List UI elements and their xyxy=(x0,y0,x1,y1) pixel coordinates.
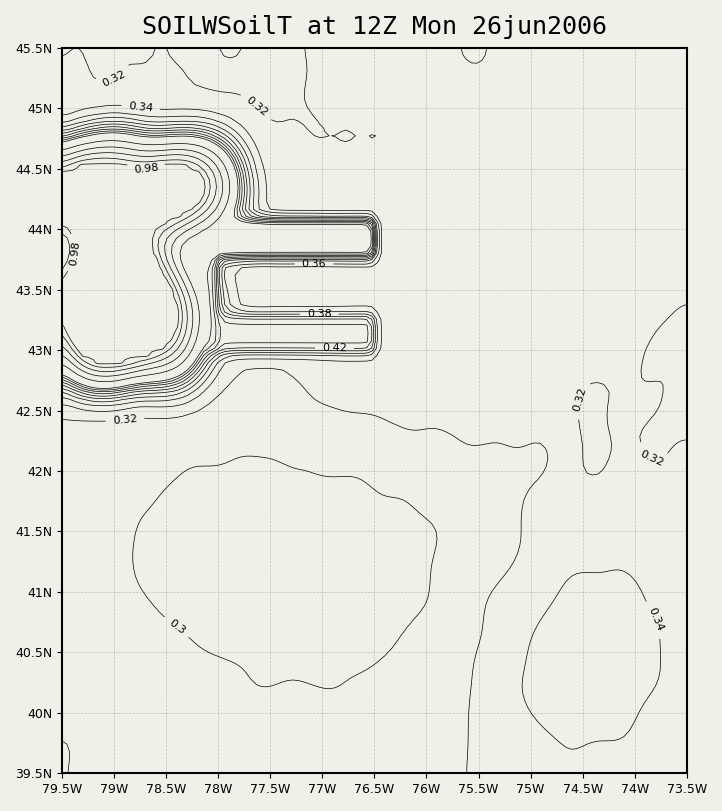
Text: 0.36: 0.36 xyxy=(302,259,326,268)
Text: 0.42: 0.42 xyxy=(322,343,347,354)
Text: 0.32: 0.32 xyxy=(639,448,665,468)
Text: 0.34: 0.34 xyxy=(128,101,154,114)
Text: 0.32: 0.32 xyxy=(101,69,128,88)
Text: 0.98: 0.98 xyxy=(69,240,82,266)
Text: 0.38: 0.38 xyxy=(307,309,331,319)
Text: 0.3: 0.3 xyxy=(167,617,187,636)
Text: 0.98: 0.98 xyxy=(133,162,159,175)
Text: 0.34: 0.34 xyxy=(646,606,664,633)
Text: 0.32: 0.32 xyxy=(112,414,138,426)
Text: 0.32: 0.32 xyxy=(571,386,588,413)
Text: 0.32: 0.32 xyxy=(244,95,269,118)
Title: SOILWSoilT at 12Z Mon 26jun2006: SOILWSoilT at 12Z Mon 26jun2006 xyxy=(142,15,607,39)
